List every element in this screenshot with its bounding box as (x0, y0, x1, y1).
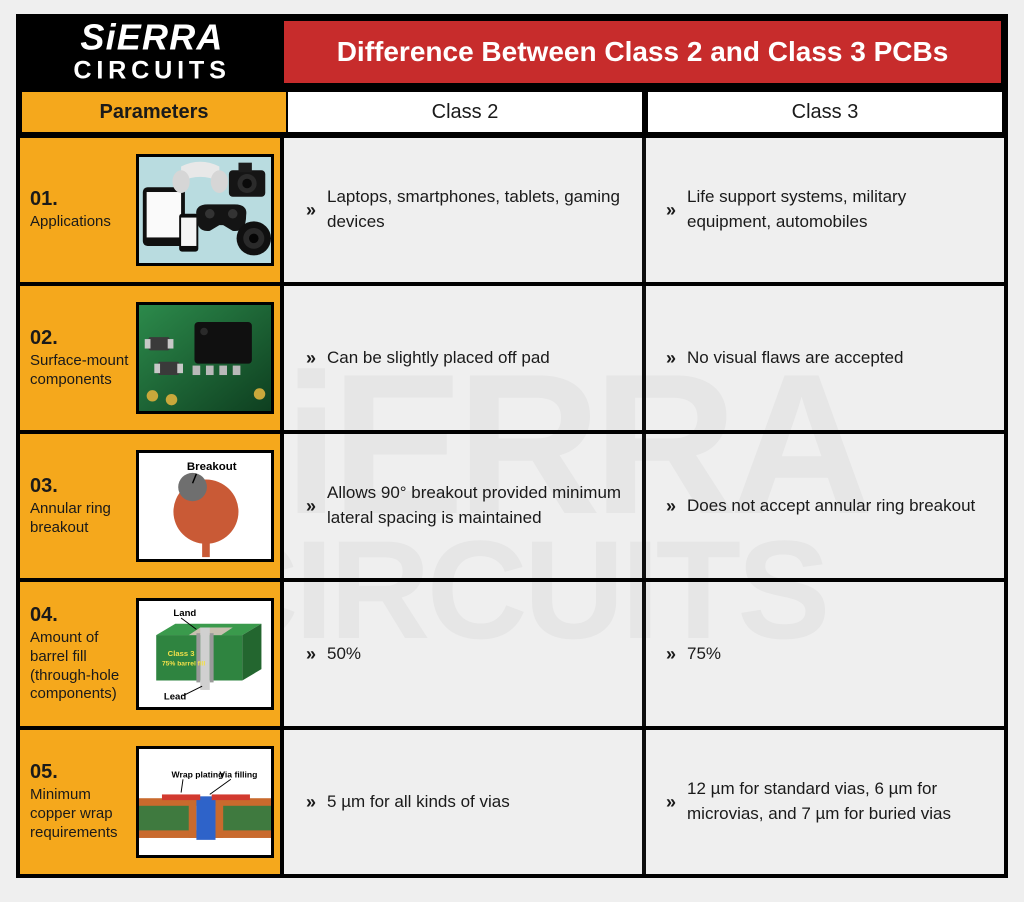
parameter-name: Minimum copper wrap requirements (30, 786, 136, 842)
chevron-icon: » (306, 792, 313, 813)
parameter-number: 03. (30, 475, 136, 498)
brand-logo: SiERRA CIRCUITS (20, 18, 284, 86)
parameter-thumbnail: Breakout (136, 450, 274, 562)
svg-text:Wrap plating: Wrap plating (172, 769, 224, 779)
infographic-frame: SiERRA CIRCUITS Difference Between Class… (16, 14, 1008, 878)
brand-line2: CIRCUITS (73, 56, 230, 84)
parameter-thumbnail (136, 154, 274, 266)
brand-line1: SiERRA (80, 17, 223, 58)
chevron-icon: » (666, 496, 673, 517)
class3-cell: » Does not accept annular ring breakout (644, 434, 1004, 578)
parameter-cell: 01. Applications (20, 138, 284, 282)
class2-cell: » Laptops, smartphones, tablets, gaming d… (284, 138, 644, 282)
chevron-icon: » (666, 200, 673, 221)
chevron-icon: » (306, 200, 313, 221)
class3-text: Life support systems, military equipment… (687, 185, 986, 234)
parameter-thumbnail: Wrap plating Via filling (136, 746, 274, 858)
parameter-number: 04. (30, 604, 136, 627)
class2-cell: » 5 µm for all kinds of vias (284, 730, 644, 874)
svg-text:Via filling: Via filling (219, 769, 257, 779)
table-header: Parameters Class 2 Class 3 (20, 90, 1004, 134)
class3-cell: » Life support systems, military equipmen… (644, 138, 1004, 282)
parameter-number: 02. (30, 327, 136, 350)
header-parameters: Parameters (20, 90, 286, 134)
parameter-name: Annular ring breakout (30, 500, 136, 538)
header-class3: Class 3 (644, 90, 1004, 134)
table-row: 04.Amount of barrel fill (through-hole c… (20, 578, 1004, 726)
top-bar: SiERRA CIRCUITS Difference Between Class… (20, 18, 1004, 86)
class2-text: 5 µm for all kinds of vias (327, 790, 510, 815)
parameter-name: Amount of barrel fill (through-hole comp… (30, 629, 136, 704)
class3-text: Does not accept annular ring breakout (687, 494, 975, 519)
svg-text:75% barrel fill: 75% barrel fill (162, 660, 206, 667)
class2-cell: » Can be slightly placed off pad (284, 286, 644, 430)
parameter-cell: 05.Minimum copper wrap requirements Wrap… (20, 730, 284, 874)
class3-cell: » No visual flaws are accepted (644, 286, 1004, 430)
class2-text: Allows 90° breakout provided minimum lat… (327, 481, 626, 530)
table-row: 03.Annular ring breakout Breakout » Allow… (20, 430, 1004, 578)
parameter-number: 01. (30, 188, 136, 211)
table-body: SiERRA CIRCUITS 01.Applications »Laptops… (20, 134, 1004, 874)
chevron-icon: » (306, 496, 313, 517)
parameter-cell: 02.Surface-mount components (20, 286, 284, 430)
svg-text:Breakout: Breakout (187, 461, 237, 473)
infographic-title: Difference Between Class 2 and Class 3 P… (284, 18, 1004, 86)
chevron-icon: » (666, 348, 673, 369)
chevron-icon: » (306, 644, 313, 665)
parameter-name: Applications (30, 213, 136, 232)
class3-text: 75% (687, 642, 721, 667)
class2-cell: » 50% (284, 582, 644, 726)
parameter-name: Surface-mount components (30, 352, 136, 390)
svg-text:Class 3: Class 3 (168, 649, 195, 658)
table-row: 05.Minimum copper wrap requirements Wrap… (20, 726, 1004, 874)
class3-cell: » 75% (644, 582, 1004, 726)
class2-cell: » Allows 90° breakout provided minimum la… (284, 434, 644, 578)
class3-text: No visual flaws are accepted (687, 346, 903, 371)
chevron-icon: » (306, 348, 313, 369)
parameter-thumbnail: Land Lead Class 3 75% barrel fill (136, 598, 274, 710)
chevron-icon: » (666, 644, 673, 665)
class2-text: 50% (327, 642, 361, 667)
parameter-thumbnail (136, 302, 274, 414)
parameter-cell: 04.Amount of barrel fill (through-hole c… (20, 582, 284, 726)
class3-text: 12 µm for standard vias, 6 µm for microv… (687, 777, 986, 826)
parameter-number: 05. (30, 761, 136, 784)
parameter-cell: 03.Annular ring breakout Breakout (20, 434, 284, 578)
class3-cell: » 12 µm for standard vias, 6 µm for micro… (644, 730, 1004, 874)
class2-text: Laptops, smartphones, tablets, gaming de… (327, 185, 626, 234)
header-class2: Class 2 (286, 90, 644, 134)
table-row: 01. Applications » Laptops, smartphones, t… (20, 134, 1004, 282)
class2-text: Can be slightly placed off pad (327, 346, 550, 371)
svg-text:Lead: Lead (164, 691, 186, 702)
svg-text:Land: Land (173, 608, 196, 619)
table-row: 02.Surface-mount components » Can be slig… (20, 282, 1004, 430)
chevron-icon: » (666, 792, 673, 813)
